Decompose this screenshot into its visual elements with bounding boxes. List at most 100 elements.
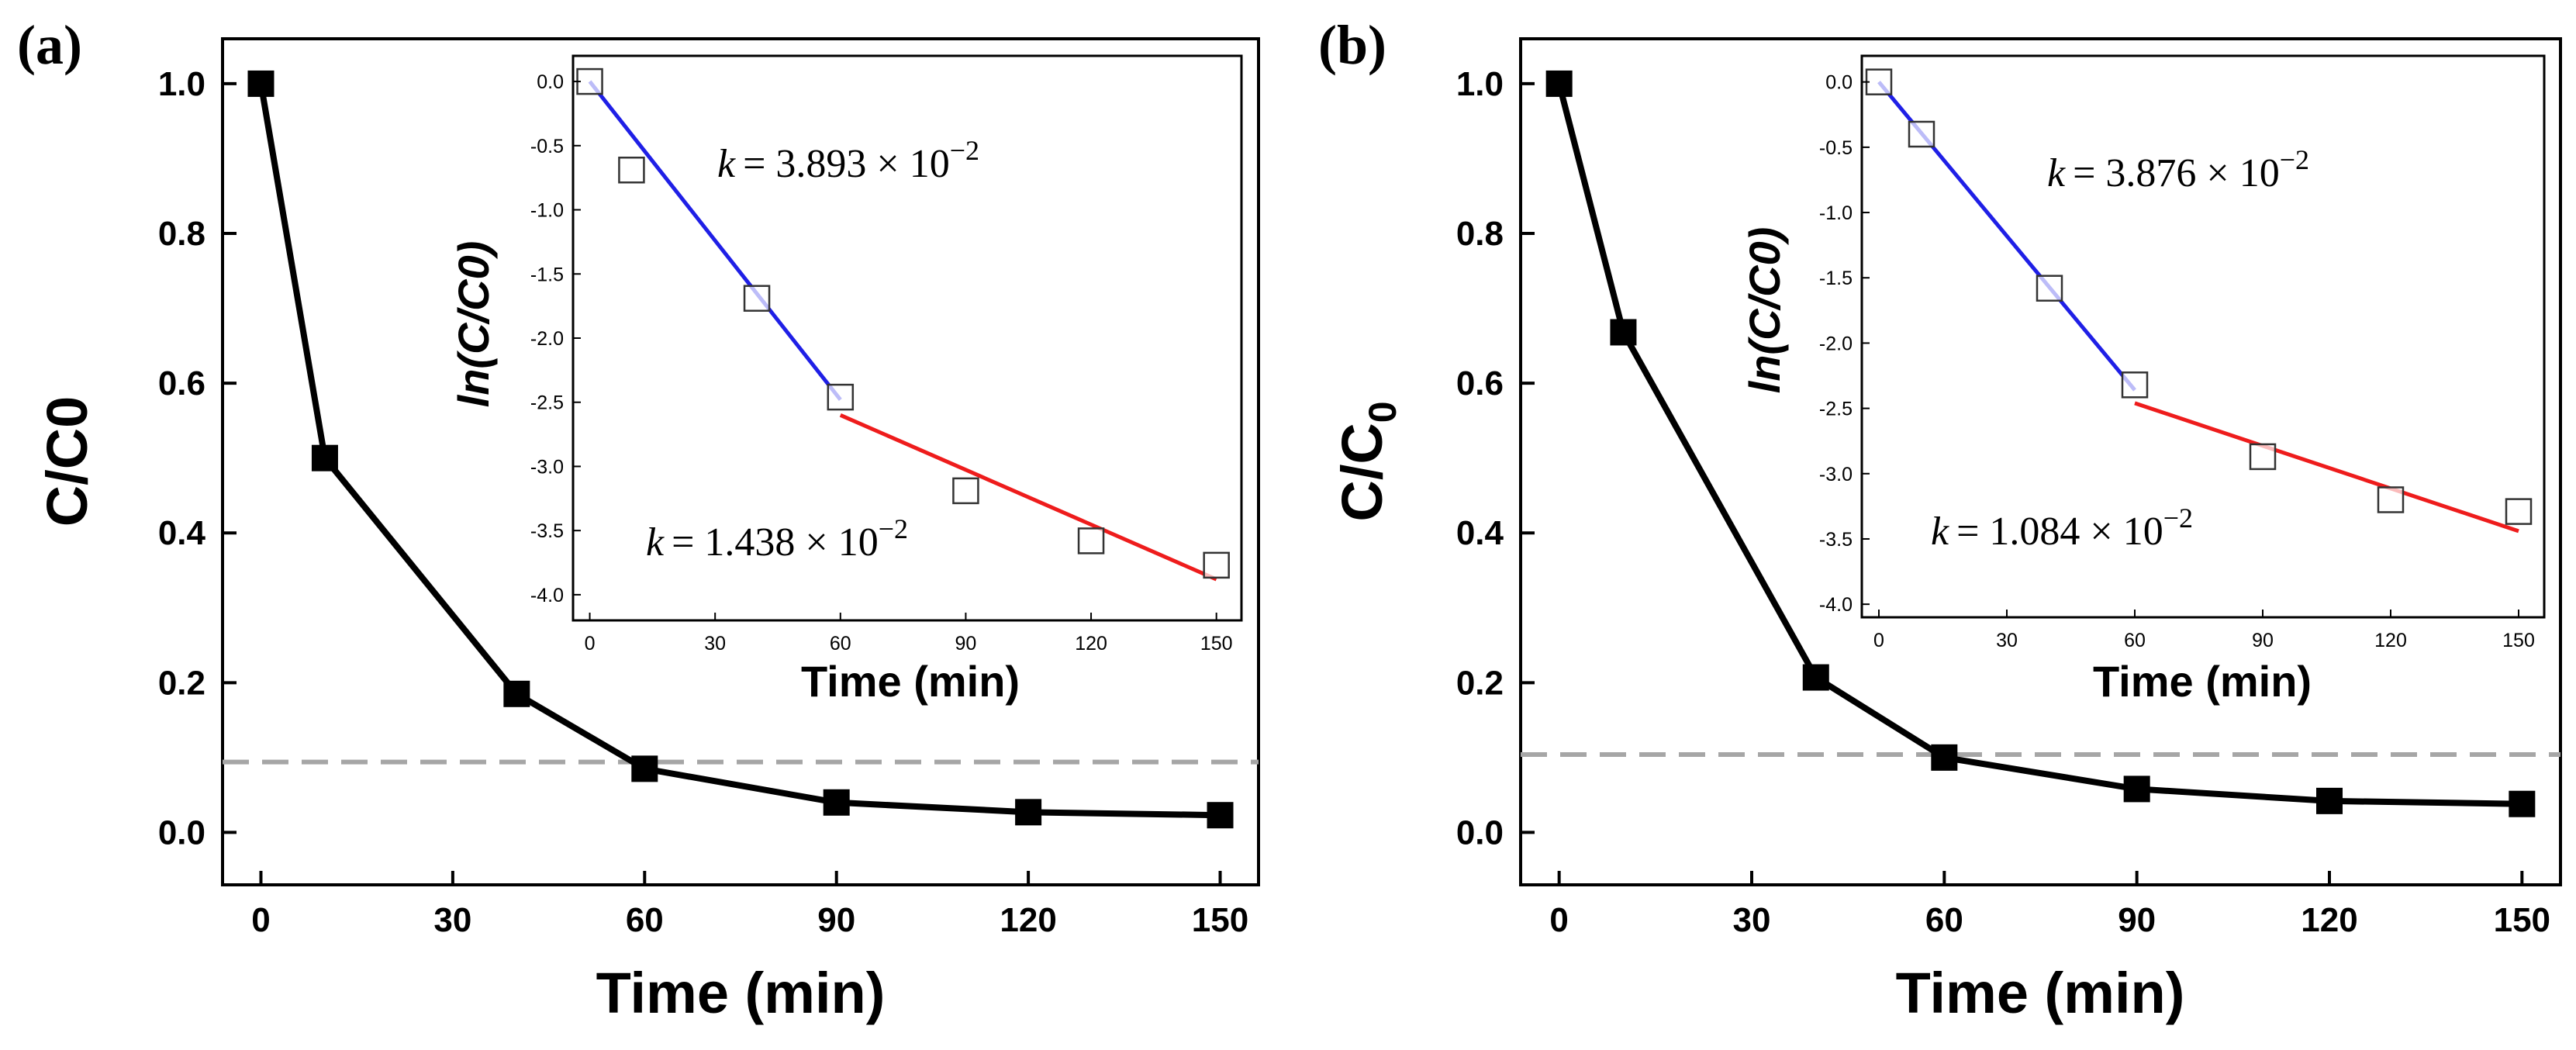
inset-data-point (576, 67, 603, 95)
k-exponent: −2 (950, 135, 979, 166)
inset-x-tick-label: 0 (585, 633, 596, 655)
y-tick-label: 0.4 (1456, 514, 1504, 552)
inset-data-point (1077, 527, 1105, 554)
data-point (247, 70, 275, 97)
y-tick-label: 0.4 (158, 514, 206, 552)
inset-y-tick-label: -4.0 (530, 585, 564, 606)
k-annotation-late-b: k = 1.084 × 10−2 (1931, 503, 2193, 554)
k-exponent: −2 (2280, 144, 2309, 175)
inset-plot-a (576, 67, 1230, 582)
inset-data-point (827, 383, 855, 411)
x-tick-label: 90 (2118, 901, 2156, 939)
x-tick-label: 30 (1733, 901, 1771, 939)
data-point (1802, 664, 1829, 691)
data-point (311, 444, 338, 471)
data-point (823, 789, 850, 816)
inset-x-tick-label: 120 (1075, 633, 1107, 655)
inset-frame-b (1860, 54, 2546, 619)
x-tick-label: 150 (2494, 901, 2550, 939)
k-exponent: −2 (2163, 503, 2193, 534)
inset-y-axis-title-a: ln(C/C0) (449, 241, 498, 408)
inset-y-tick-label: -2.5 (1819, 399, 1853, 420)
inset-x-tick-label: 60 (830, 633, 851, 655)
x-tick-label: 0 (251, 901, 270, 939)
inset-x-tick-label: 90 (955, 633, 977, 655)
k-value: = 3.876 × 10 (2073, 151, 2280, 195)
inset-y-tick-label: -3.0 (530, 456, 564, 478)
y-tick-label: 0.8 (158, 215, 205, 253)
data-point (1207, 802, 1234, 829)
y-axis-title-main: C/C (1330, 423, 1394, 521)
data-point (1931, 744, 1958, 771)
y-tick-label: 0.6 (1456, 364, 1504, 402)
y-tick-label: 0.0 (1456, 813, 1504, 851)
data-point (2509, 790, 2536, 817)
x-tick-label: 0 (1549, 901, 1568, 939)
data-point (2123, 775, 2150, 803)
x-tick-label: 60 (1925, 901, 1963, 939)
inset-y-tick-label: -2.0 (1819, 333, 1853, 354)
inset-x-tick-label: 30 (1996, 630, 2018, 651)
inset-x-tick-label: 30 (704, 633, 726, 655)
main-plot-b (1545, 70, 2536, 817)
k-symbol: k (717, 142, 736, 186)
y-tick-label: 0.2 (158, 664, 205, 702)
k-symbol: k (2047, 151, 2066, 195)
k-symbol: k (646, 520, 665, 565)
inset-y-tick-label: -2.5 (530, 392, 564, 414)
panel-label-a: (a) (17, 14, 82, 76)
inset-b: 0 30 60 90 120 150 0.0 -0.5 -1.0 -1.5 -2.0 -2.5 -3.0… (1740, 54, 2546, 706)
k-value: = 1.084 × 10 (1956, 509, 2163, 554)
inset-y-tick-label: -3.5 (530, 520, 564, 542)
x-tick-label: 90 (817, 901, 855, 939)
main-plot-a (247, 70, 1234, 829)
inset-data-point (2249, 443, 2277, 471)
k-value: = 1.438 × 10 (672, 520, 879, 565)
inset-plot-b (1865, 68, 2533, 534)
y-axis-title-a: C/C0 (35, 396, 99, 527)
inset-data-point (743, 285, 771, 312)
inset-y-tick-label: -0.5 (1819, 137, 1853, 159)
inset-x-tick-label: 60 (2124, 630, 2146, 651)
x-tick-label: 30 (433, 901, 471, 939)
inset-y-tick-label: -2.0 (530, 328, 564, 350)
x-axis-title-a: Time (min) (596, 961, 886, 1025)
inset-y-tick-label: -1.5 (1819, 268, 1853, 289)
data-point (1015, 799, 1042, 826)
inset-frame-a (571, 54, 1243, 622)
k-annotation-early-a: k = 3.893 × 10−2 (717, 135, 979, 186)
axis-ticks-b: 0 30 60 90 120 150 0.0 0.2 0.4 0.6 0.8 1.0 (1456, 65, 2550, 939)
inset-data-point (952, 477, 979, 505)
plot-frame-b (1519, 37, 2562, 886)
inset-y-tick-label: -0.5 (530, 136, 564, 157)
fit-line-late (839, 413, 1217, 582)
panel-a: (a) 0 30 60 90 120 150 0.0 0.2 0.4 0.6 0.8 1.0 Time… (17, 14, 1260, 1025)
panel-label-b: (b) (1318, 14, 1386, 76)
k-symbol: k (1931, 509, 1949, 554)
data-point (1610, 319, 1637, 346)
inset-data-point (2377, 486, 2405, 513)
x-tick-label: 120 (1000, 901, 1056, 939)
inset-data-point (2036, 275, 2063, 302)
inset-x-axis-title-b: Time (min) (2093, 657, 2312, 706)
x-axis-title-b: Time (min) (1896, 961, 2185, 1025)
data-point (631, 755, 658, 782)
x-tick-label: 120 (2301, 901, 2357, 939)
data-point (503, 680, 530, 707)
inset-x-tick-label: 150 (1200, 633, 1233, 655)
inset-x-tick-label: 90 (2252, 630, 2274, 651)
inset-y-tick-label: -3.0 (1819, 464, 1853, 485)
inset-y-tick-label: 0.0 (1825, 72, 1853, 94)
x-tick-label: 150 (1192, 901, 1248, 939)
inset-axis-ticks-b: 0 30 60 90 120 150 0.0 -0.5 -1.0 -1.5 -2.0 -2.5 -3.0… (1819, 72, 2535, 651)
inset-data-point (2505, 498, 2533, 525)
inset-y-tick-label: -4.0 (1819, 594, 1853, 616)
data-point (1545, 70, 1573, 97)
k-exponent: −2 (879, 513, 908, 544)
x-tick-label: 60 (626, 901, 664, 939)
inset-y-tick-label: -1.5 (530, 264, 564, 285)
inset-axis-ticks-a: 0 30 60 90 120 150 0.0 -0.5 -1.0 -1.5 -2.0 -2.5 -3.0… (530, 71, 1233, 655)
inset-data-point (1908, 120, 1935, 148)
k-value: = 3.893 × 10 (743, 142, 950, 186)
